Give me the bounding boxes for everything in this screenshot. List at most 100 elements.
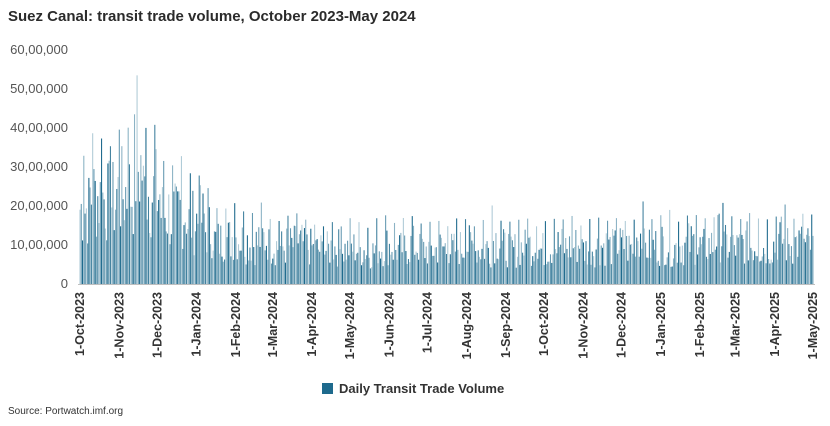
daily-volume-bar bbox=[751, 250, 753, 284]
daily-volume-bar bbox=[593, 256, 595, 284]
daily-volume-bar bbox=[634, 256, 636, 284]
daily-volume-bar bbox=[789, 256, 791, 284]
daily-volume-bar bbox=[468, 225, 470, 284]
daily-volume-bar bbox=[343, 261, 345, 284]
daily-volume-bar bbox=[387, 265, 389, 284]
daily-volume-bar bbox=[533, 261, 535, 284]
daily-volume-bar bbox=[608, 239, 610, 284]
daily-volume-bar bbox=[426, 263, 429, 284]
daily-volume-bar bbox=[686, 215, 688, 284]
y-tick-label: 10,00,000 bbox=[10, 237, 68, 252]
daily-volume-bar bbox=[685, 236, 687, 284]
daily-volume-bar bbox=[484, 258, 486, 284]
daily-volume-bar bbox=[254, 265, 256, 284]
daily-volume-bar bbox=[459, 232, 461, 284]
daily-volume-bar bbox=[632, 253, 634, 284]
daily-volume-bar bbox=[83, 155, 85, 284]
daily-volume-bar bbox=[189, 173, 191, 284]
daily-volume-bar bbox=[627, 260, 629, 284]
daily-volume-bar bbox=[312, 243, 314, 284]
daily-volume-bar bbox=[333, 259, 335, 284]
x-tick-label: 1-Jan-2025 bbox=[654, 292, 668, 357]
daily-volume-bar bbox=[466, 251, 468, 284]
daily-volume-bar bbox=[470, 232, 472, 284]
daily-volume-bar bbox=[340, 226, 342, 284]
daily-volume-bar bbox=[639, 233, 642, 284]
daily-volume-bar bbox=[757, 218, 760, 284]
daily-volume-bar bbox=[210, 244, 212, 284]
daily-volume-bar bbox=[624, 220, 626, 284]
daily-volume-bar bbox=[700, 244, 702, 284]
daily-volume-bar bbox=[497, 259, 500, 284]
daily-volume-bar bbox=[491, 205, 493, 284]
daily-volume-bar bbox=[576, 261, 578, 284]
daily-volume-bar bbox=[366, 255, 368, 284]
x-tick-label: 1-May-2024 bbox=[343, 292, 357, 359]
daily-volume-bar bbox=[766, 219, 768, 284]
daily-volume-bar bbox=[528, 237, 530, 284]
daily-volume-bar bbox=[489, 263, 491, 284]
daily-volume-bar bbox=[348, 255, 350, 284]
daily-volume-bar bbox=[709, 253, 711, 284]
daily-volume-bar bbox=[775, 216, 777, 284]
daily-volume-bar bbox=[371, 267, 373, 284]
daily-volume-bar bbox=[542, 233, 544, 284]
daily-volume-bar bbox=[274, 265, 276, 284]
daily-volume-bar bbox=[109, 146, 111, 284]
daily-volume-bar bbox=[647, 257, 649, 284]
daily-volume-bar bbox=[544, 221, 546, 284]
daily-volume-bar bbox=[638, 256, 640, 284]
daily-volume-bar bbox=[334, 246, 336, 284]
daily-volume-bar bbox=[410, 235, 412, 284]
daily-volume-bar bbox=[494, 263, 496, 284]
daily-volume-bar bbox=[650, 257, 652, 284]
daily-volume-bar bbox=[733, 245, 735, 284]
daily-volume-bar bbox=[741, 234, 743, 284]
daily-volume-bar bbox=[604, 265, 606, 284]
daily-volume-bar bbox=[472, 243, 474, 284]
daily-volume-bar bbox=[623, 249, 625, 284]
daily-volume-bar bbox=[192, 190, 194, 284]
daily-volume-bar bbox=[155, 149, 157, 284]
daily-volume-bar bbox=[689, 251, 691, 284]
daily-volume-bar bbox=[755, 255, 757, 284]
daily-volume-bar bbox=[344, 243, 346, 284]
daily-volume-bar bbox=[269, 218, 271, 284]
daily-volume-bar bbox=[683, 265, 685, 284]
daily-volume-bar bbox=[87, 243, 89, 284]
daily-volume-bar bbox=[170, 234, 172, 284]
daily-volume-bar bbox=[207, 188, 209, 284]
daily-volume-bar bbox=[319, 251, 321, 284]
daily-volume-bar bbox=[453, 233, 455, 284]
daily-volume-bar bbox=[566, 248, 568, 284]
daily-volume-bar bbox=[510, 236, 512, 284]
x-tick-label: 1-Nov-2023 bbox=[112, 292, 126, 359]
daily-volume-bar bbox=[260, 202, 262, 284]
daily-volume-bar bbox=[245, 264, 247, 284]
daily-volume-bar bbox=[584, 260, 586, 284]
daily-volume-bar bbox=[745, 230, 747, 284]
daily-volume-bar bbox=[555, 249, 557, 284]
daily-volume-bar bbox=[273, 253, 275, 284]
daily-volume-bar bbox=[352, 251, 354, 284]
daily-volume-bar bbox=[412, 225, 415, 284]
daily-volume-bar bbox=[187, 229, 189, 284]
daily-volume-bar bbox=[236, 259, 238, 284]
daily-volume-bar bbox=[557, 232, 559, 284]
daily-volume-bar bbox=[698, 247, 700, 284]
daily-volume-bar bbox=[368, 257, 370, 284]
daily-volume-bar bbox=[111, 207, 113, 284]
daily-volume-bar bbox=[112, 161, 114, 284]
daily-volume-bar bbox=[456, 218, 458, 284]
daily-volume-bar bbox=[518, 219, 520, 284]
daily-volume-bar bbox=[432, 255, 434, 284]
daily-volume-bar bbox=[378, 251, 380, 284]
daily-volume-bar bbox=[546, 264, 548, 284]
daily-volume-bar bbox=[211, 258, 213, 284]
daily-volume-bar bbox=[357, 252, 359, 284]
daily-volume-bar bbox=[291, 237, 293, 284]
daily-volume-bar bbox=[390, 254, 392, 284]
daily-volume-bar bbox=[104, 228, 106, 284]
daily-volume-bar bbox=[235, 237, 237, 284]
daily-volume-bar bbox=[172, 165, 174, 284]
